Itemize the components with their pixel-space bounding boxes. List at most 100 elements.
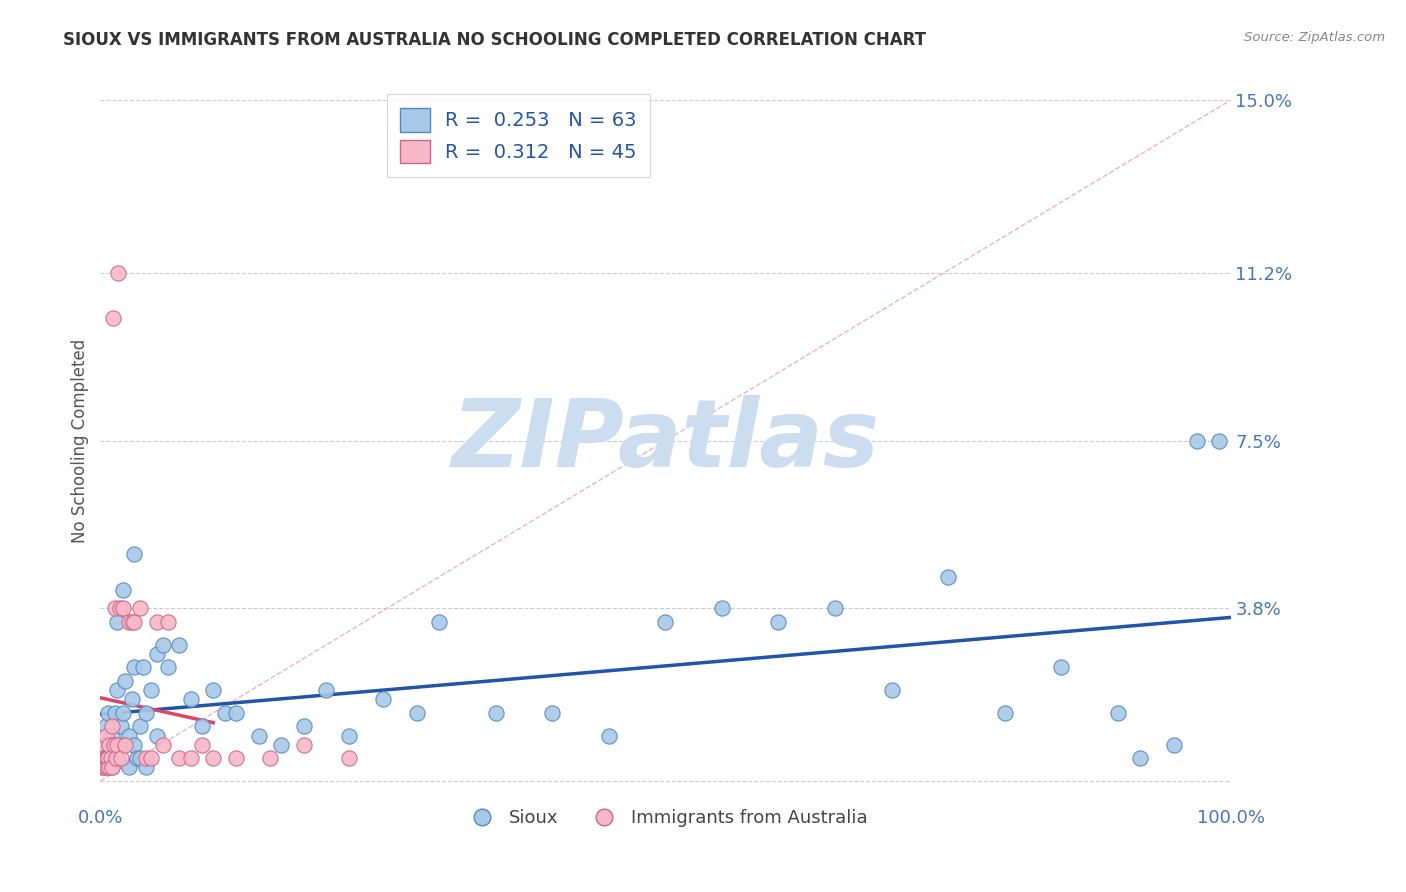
- Point: [157, 615, 180, 629]
- Point: [96, 760, 118, 774]
- Point: [880, 683, 903, 698]
- Point: [105, 751, 128, 765]
- Point: [111, 738, 134, 752]
- Point: [270, 738, 292, 752]
- Point: [105, 615, 128, 629]
- Point: [107, 266, 129, 280]
- Point: [97, 706, 120, 720]
- Point: [94, 751, 117, 765]
- Point: [371, 692, 394, 706]
- Point: [429, 615, 451, 629]
- Point: [110, 751, 132, 765]
- Point: [485, 706, 508, 720]
- Point: [122, 547, 145, 561]
- Point: [711, 601, 734, 615]
- Text: ZIPatlas: ZIPatlas: [451, 394, 880, 486]
- Point: [191, 738, 214, 752]
- Point: [122, 660, 145, 674]
- Point: [97, 751, 120, 765]
- Point: [122, 738, 145, 752]
- Point: [129, 601, 152, 615]
- Point: [98, 760, 121, 774]
- Legend: Sioux, Immigrants from Australia: Sioux, Immigrants from Australia: [457, 802, 875, 835]
- Point: [1129, 751, 1152, 765]
- Point: [96, 751, 118, 765]
- Point: [91, 751, 114, 765]
- Point: [936, 570, 959, 584]
- Point: [94, 729, 117, 743]
- Point: [135, 751, 157, 765]
- Point: [152, 638, 174, 652]
- Point: [121, 692, 143, 706]
- Point: [117, 615, 139, 629]
- Point: [100, 751, 122, 765]
- Point: [105, 751, 128, 765]
- Point: [337, 729, 360, 743]
- Point: [90, 760, 112, 774]
- Point: [259, 751, 281, 765]
- Point: [135, 760, 157, 774]
- Point: [93, 751, 115, 765]
- Point: [101, 310, 124, 325]
- Point: [202, 683, 225, 698]
- Point: [117, 760, 139, 774]
- Point: [94, 719, 117, 733]
- Point: [105, 683, 128, 698]
- Point: [108, 601, 131, 615]
- Point: [94, 751, 117, 765]
- Point: [598, 729, 620, 743]
- Point: [91, 738, 114, 752]
- Point: [114, 738, 136, 752]
- Point: [1163, 738, 1185, 752]
- Point: [100, 760, 122, 774]
- Point: [100, 729, 122, 743]
- Point: [129, 751, 152, 765]
- Point: [180, 692, 202, 706]
- Point: [225, 751, 247, 765]
- Point: [541, 706, 564, 720]
- Point: [121, 615, 143, 629]
- Point: [146, 615, 169, 629]
- Point: [135, 706, 157, 720]
- Text: SIOUX VS IMMIGRANTS FROM AUSTRALIA NO SCHOOLING COMPLETED CORRELATION CHART: SIOUX VS IMMIGRANTS FROM AUSTRALIA NO SC…: [63, 31, 927, 49]
- Point: [247, 729, 270, 743]
- Point: [111, 706, 134, 720]
- Point: [152, 738, 174, 752]
- Point: [1208, 434, 1230, 448]
- Point: [105, 738, 128, 752]
- Point: [214, 706, 236, 720]
- Point: [180, 751, 202, 765]
- Point: [141, 683, 163, 698]
- Point: [157, 660, 180, 674]
- Point: [169, 638, 191, 652]
- Point: [768, 615, 790, 629]
- Point: [993, 706, 1015, 720]
- Point: [146, 729, 169, 743]
- Point: [1050, 660, 1073, 674]
- Point: [202, 751, 225, 765]
- Point: [1107, 706, 1129, 720]
- Point: [146, 647, 169, 661]
- Point: [98, 738, 121, 752]
- Point: [405, 706, 427, 720]
- Point: [100, 760, 122, 774]
- Point: [104, 706, 127, 720]
- Point: [141, 751, 163, 765]
- Point: [100, 719, 122, 733]
- Point: [114, 674, 136, 689]
- Point: [225, 706, 247, 720]
- Point: [94, 760, 117, 774]
- Point: [104, 601, 127, 615]
- Y-axis label: No Schooling Completed: No Schooling Completed: [72, 338, 89, 542]
- Point: [337, 751, 360, 765]
- Point: [122, 615, 145, 629]
- Point: [1185, 434, 1208, 448]
- Text: Source: ZipAtlas.com: Source: ZipAtlas.com: [1244, 31, 1385, 45]
- Point: [110, 719, 132, 733]
- Point: [103, 738, 125, 752]
- Point: [169, 751, 191, 765]
- Point: [654, 615, 676, 629]
- Point: [103, 738, 125, 752]
- Point: [824, 601, 846, 615]
- Point: [129, 719, 152, 733]
